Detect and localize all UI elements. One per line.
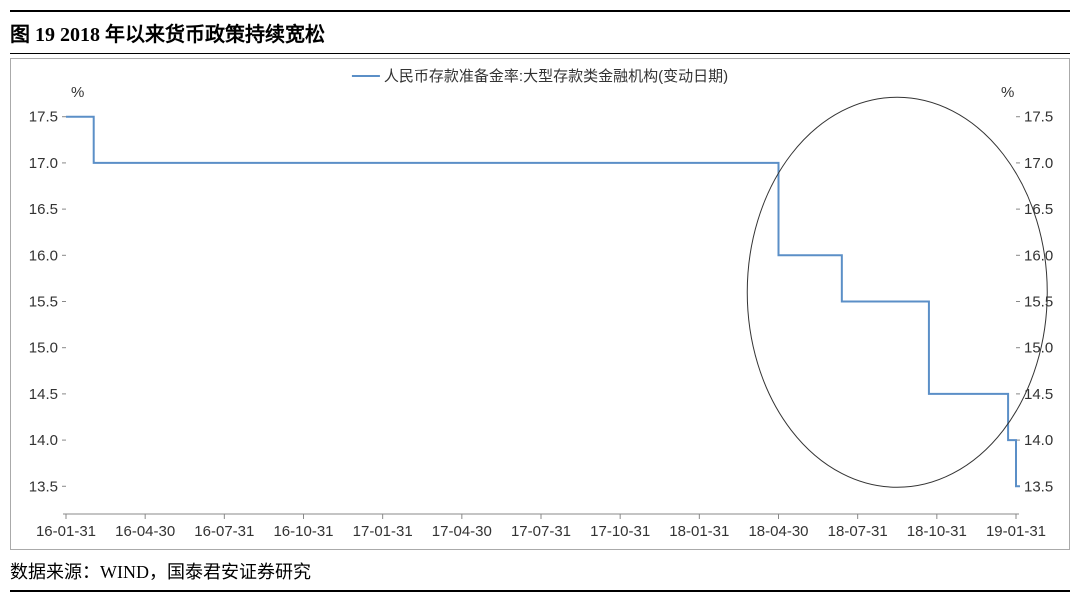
svg-text:18-04-30: 18-04-30 (748, 523, 808, 540)
legend-label: 人民币存款准备金率:大型存款类金融机构(变动日期) (384, 65, 728, 86)
source-line: 数据来源：WIND，国泰君安证券研究 (10, 550, 1070, 592)
svg-text:15.5: 15.5 (1024, 294, 1053, 311)
svg-text:16.0: 16.0 (1024, 247, 1053, 264)
svg-text:18-01-31: 18-01-31 (669, 523, 729, 540)
svg-text:%: % (71, 84, 84, 101)
svg-text:14.0: 14.0 (1024, 432, 1053, 449)
svg-text:17.0: 17.0 (1024, 155, 1053, 172)
svg-text:17-04-30: 17-04-30 (432, 523, 492, 540)
svg-text:16.5: 16.5 (1024, 201, 1053, 218)
svg-text:16-04-30: 16-04-30 (115, 523, 175, 540)
svg-text:%: % (1001, 84, 1014, 101)
svg-text:16-07-31: 16-07-31 (194, 523, 254, 540)
svg-text:16-01-31: 16-01-31 (36, 523, 96, 540)
legend-swatch (352, 75, 380, 77)
svg-text:15.0: 15.0 (29, 340, 58, 357)
svg-text:13.5: 13.5 (1024, 478, 1053, 495)
svg-text:17.5: 17.5 (29, 109, 58, 126)
svg-text:16.0: 16.0 (29, 247, 58, 264)
svg-text:17.5: 17.5 (1024, 109, 1053, 126)
chart-legend: 人民币存款准备金率:大型存款类金融机构(变动日期) (352, 65, 728, 86)
svg-text:15.5: 15.5 (29, 294, 58, 311)
svg-text:18-10-31: 18-10-31 (907, 523, 967, 540)
svg-text:15.0: 15.0 (1024, 340, 1053, 357)
svg-text:16-10-31: 16-10-31 (273, 523, 333, 540)
svg-text:13.5: 13.5 (29, 478, 58, 495)
figure-title: 图 19 2018 年以来货币政策持续宽松 (10, 10, 1070, 54)
chart-container: 人民币存款准备金率:大型存款类金融机构(变动日期) 13.5 13.5 14.0 14… (10, 58, 1070, 550)
svg-text:18-07-31: 18-07-31 (828, 523, 888, 540)
svg-text:17-01-31: 17-01-31 (353, 523, 413, 540)
svg-text:17.0: 17.0 (29, 155, 58, 172)
svg-text:17-07-31: 17-07-31 (511, 523, 571, 540)
svg-text:14.5: 14.5 (1024, 386, 1053, 403)
svg-text:17-10-31: 17-10-31 (590, 523, 650, 540)
chart-svg: 13.5 13.5 14.0 14.0 14.5 14.5 15.0 15.0 15.5 15.5… (11, 59, 1069, 549)
svg-text:19-01-31: 19-01-31 (986, 523, 1046, 540)
svg-text:16.5: 16.5 (29, 201, 58, 218)
svg-text:14.5: 14.5 (29, 386, 58, 403)
svg-text:14.0: 14.0 (29, 432, 58, 449)
